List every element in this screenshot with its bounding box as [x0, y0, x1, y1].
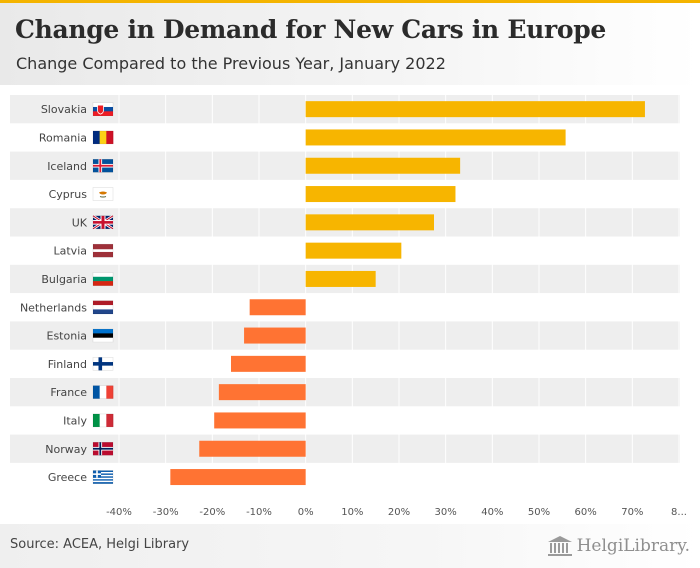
category-label: Netherlands	[20, 301, 87, 314]
x-tick-label: 20%	[388, 507, 410, 518]
cyprus-flag-icon	[92, 187, 114, 201]
category-label: Latvia	[54, 245, 88, 258]
x-tick-label: 50%	[528, 507, 550, 518]
x-tick-label: 0%	[298, 507, 314, 518]
x-tick-label: 10%	[341, 507, 363, 518]
bar-finland	[231, 355, 306, 372]
category-label: Slovakia	[41, 103, 87, 116]
category-label: Cyprus	[49, 188, 88, 201]
uk-flag-icon	[92, 214, 114, 230]
category-label: Bulgaria	[41, 273, 87, 286]
bar-netherlands	[249, 299, 306, 316]
chart-title: Change in Demand for New Cars in Europe	[15, 15, 606, 44]
bar-bulgaria	[305, 270, 376, 287]
logo-text: HelgiLibrary.	[576, 536, 690, 556]
bar-iceland	[305, 157, 461, 174]
top-accent-bar	[0, 0, 700, 3]
bar-romania	[305, 129, 566, 146]
x-tick-label: 40%	[481, 507, 503, 518]
category-label: Italy	[63, 414, 87, 427]
category-label: Finland	[48, 358, 87, 371]
x-tick-label: -30%	[153, 507, 179, 518]
row-bands	[10, 95, 680, 463]
category-labels: Slovakia Romania Iceland Cyprus UK Latvia Bulg…	[20, 103, 88, 484]
bar-norway	[199, 440, 306, 457]
x-tick-label: 70%	[621, 507, 643, 518]
x-tick-label: 60%	[575, 507, 597, 518]
footer: Source: ACEA, Helgi Library HelgiLibrary…	[0, 524, 700, 568]
source-note: Source: ACEA, Helgi Library	[10, 537, 190, 552]
france-flag-icon	[92, 385, 114, 399]
netherlands-flag-icon	[92, 300, 114, 315]
category-label: Romania	[39, 131, 87, 144]
category-label: France	[50, 386, 87, 399]
category-label: UK	[72, 216, 88, 229]
row-band	[10, 378, 680, 407]
x-tick-label: -40%	[106, 507, 132, 518]
greece-flag-icon	[92, 470, 114, 484]
italy-flag-icon	[92, 413, 114, 428]
bar-greece	[170, 469, 306, 486]
romania-flag-icon	[92, 130, 114, 145]
norway-flag-icon	[92, 442, 114, 456]
bar-cyprus	[305, 186, 456, 203]
x-tick-label: -10%	[246, 507, 272, 518]
bar-france	[218, 384, 306, 401]
bars	[170, 101, 645, 486]
header: Change in Demand for New Cars in Europe …	[0, 3, 700, 85]
bar-italy	[214, 412, 306, 429]
x-tick-label: 30%	[435, 507, 457, 518]
flags	[92, 102, 114, 484]
x-tick-label: 8...	[671, 507, 687, 518]
estonia-flag-icon	[92, 328, 114, 343]
bar-uk	[305, 214, 434, 231]
library-building-icon	[547, 536, 572, 556]
slovakia-flag-icon	[92, 102, 114, 116]
latvia-flag-icon	[92, 243, 114, 258]
chart-subtitle: Change Compared to the Previous Year, Ja…	[16, 54, 446, 73]
iceland-flag-icon	[92, 159, 114, 173]
bar-slovakia	[305, 101, 645, 118]
bar-chart: Slovakia Romania Iceland Cyprus UK Latvia Bulg…	[10, 95, 687, 518]
helgi-library-logo[interactable]: HelgiLibrary.	[547, 532, 690, 560]
category-label: Greece	[48, 471, 87, 484]
x-tick-labels: -40% -30% -20% -10% 0% 10% 20% 30% 40% 50% 60% 70% 8…	[106, 507, 687, 518]
bar-latvia	[305, 242, 402, 259]
finland-flag-icon	[92, 357, 114, 371]
row-band	[10, 434, 680, 463]
bulgaria-flag-icon	[92, 272, 114, 286]
category-label: Norway	[45, 443, 87, 456]
bar-estonia	[244, 327, 306, 344]
row-band	[10, 321, 680, 350]
category-label: Estonia	[47, 330, 88, 343]
category-label: Iceland	[47, 160, 87, 173]
x-tick-label: -20%	[199, 507, 225, 518]
